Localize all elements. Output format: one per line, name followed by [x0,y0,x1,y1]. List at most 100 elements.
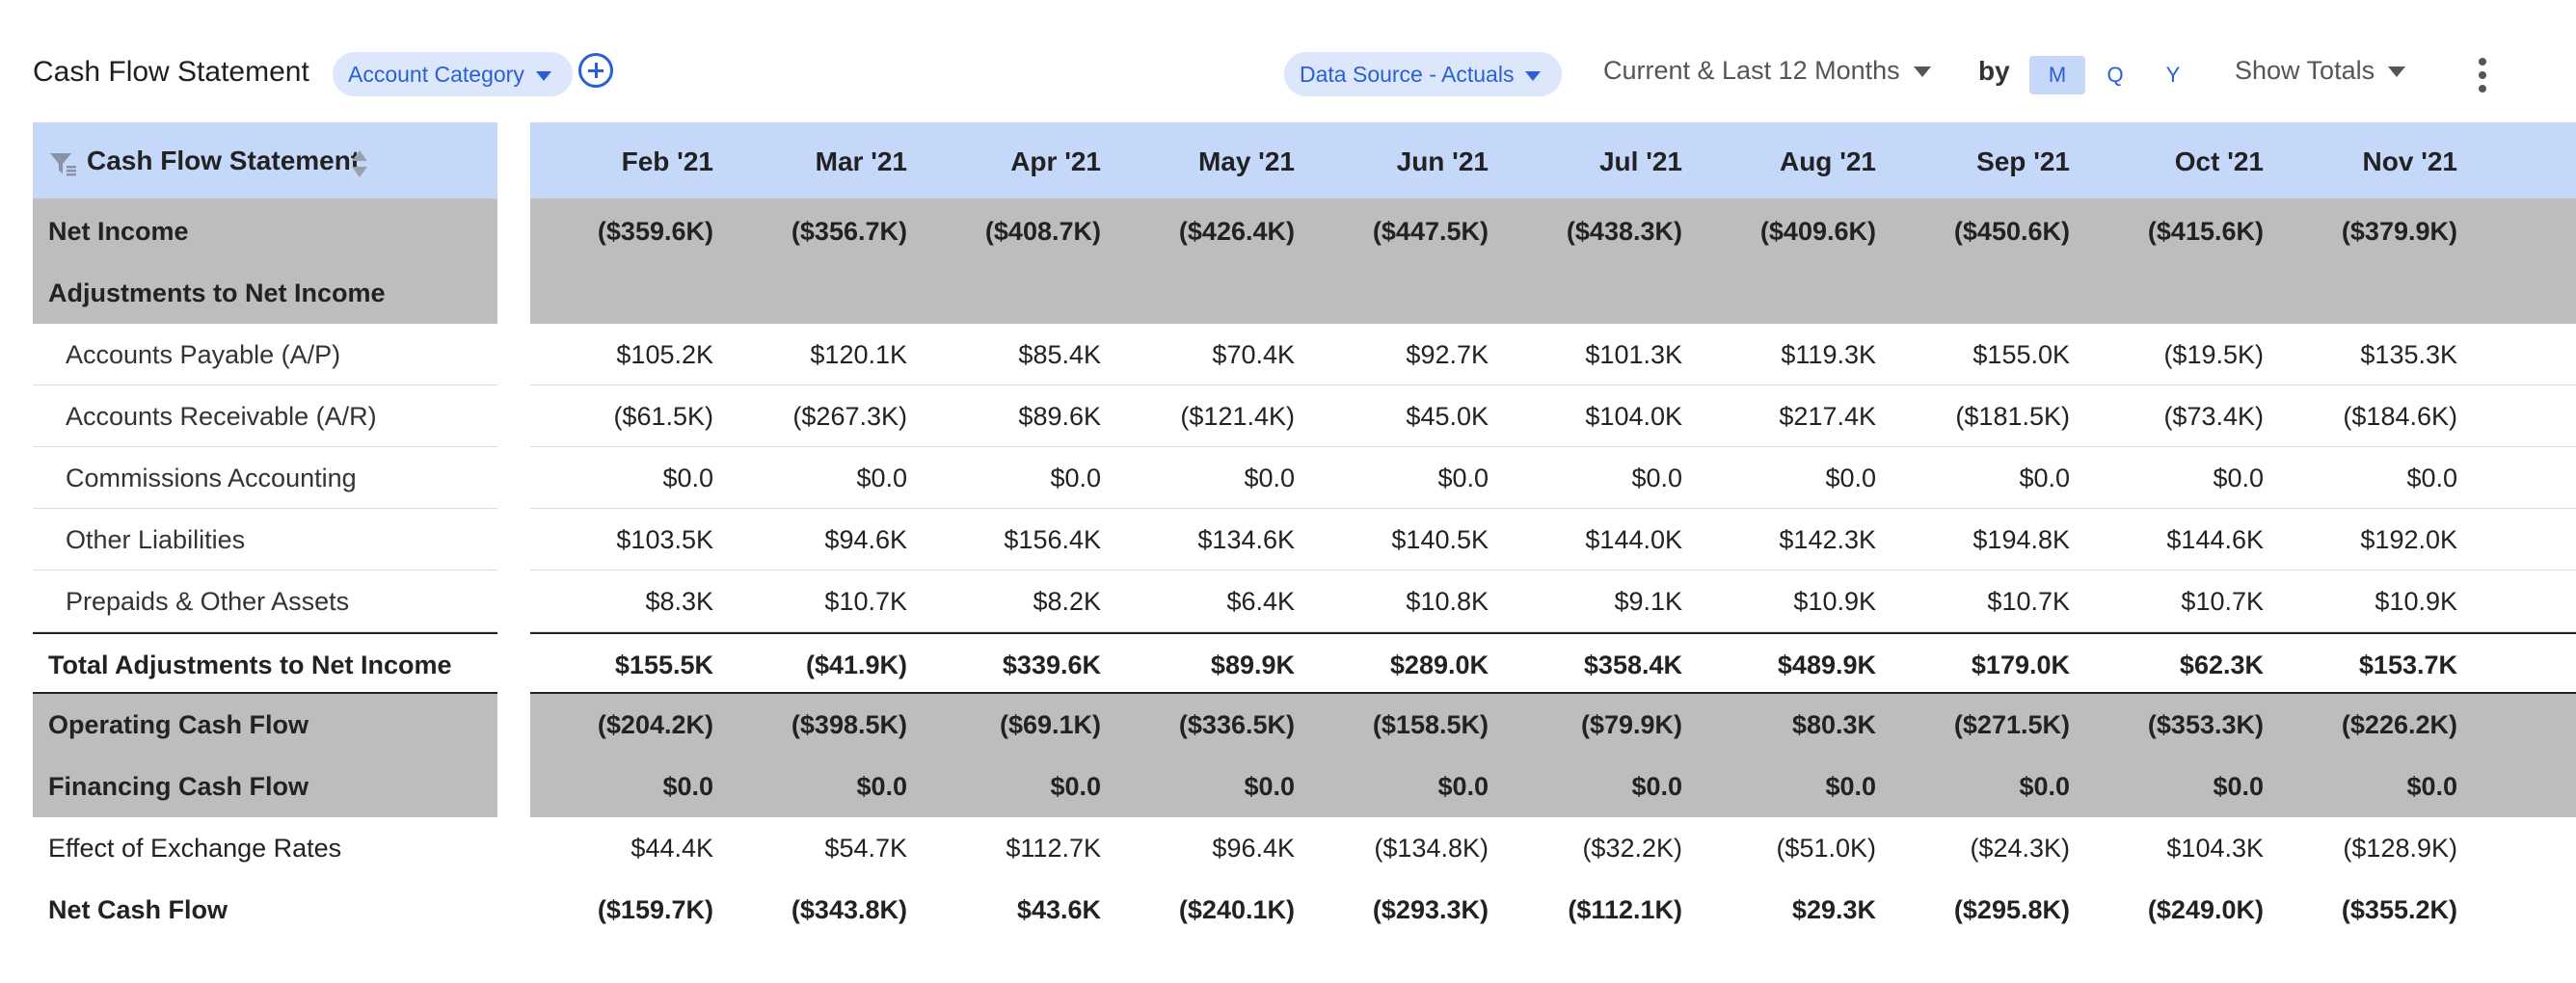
account-category-filter[interactable]: Account Category [333,52,573,96]
month-header[interactable]: Feb '21 [621,146,713,176]
value-cell[interactable]: $119.3K [1781,340,1876,369]
value-cell[interactable]: $0.0 [856,464,907,492]
value-cell[interactable]: $358.4K [1583,651,1682,679]
more-options-icon[interactable] [2476,58,2489,93]
value-cell[interactable]: $0.0 [1050,772,1101,801]
value-cell[interactable]: ($112.1K) [1568,895,1682,924]
value-cell[interactable]: $0.0 [2019,772,2070,801]
value-cell[interactable]: ($447.5K) [1372,217,1489,246]
value-cell[interactable]: $155.0K [1972,340,2070,369]
month-header[interactable]: Jun '21 [1396,146,1489,176]
value-cell[interactable]: ($415.6K) [2147,217,2264,246]
value-cell[interactable]: $104.0K [1585,402,1682,431]
row-label[interactable]: Total Adjustments to Net Income [33,632,497,694]
value-cell[interactable]: $217.4K [1779,402,1876,431]
value-cell[interactable]: $0.0 [2406,464,2457,492]
value-cell[interactable]: ($408.7K) [984,217,1101,246]
value-cell[interactable]: $140.5K [1391,525,1489,554]
value-cell[interactable]: $120.1K [810,340,907,369]
value-cell[interactable]: $80.3K [1791,710,1876,739]
value-cell[interactable]: $44.4K [631,834,713,863]
value-cell[interactable]: ($409.6K) [1759,217,1876,246]
row-label[interactable]: Adjustments to Net Income [33,262,497,324]
value-cell[interactable]: $9.1K [1614,587,1682,616]
value-cell[interactable]: $10.9K [1793,587,1876,616]
value-cell[interactable]: ($353.3K) [2147,710,2264,739]
value-cell[interactable]: $10.7K [2181,587,2264,616]
month-header[interactable]: Apr '21 [1010,146,1101,176]
value-cell[interactable]: ($271.5K) [1953,710,2070,739]
row-label[interactable]: Financing Cash Flow [33,756,497,817]
value-cell[interactable]: ($158.5K) [1372,710,1489,739]
value-cell[interactable]: ($121.4K) [1180,402,1295,431]
value-cell[interactable]: $0.0 [662,772,713,801]
value-cell[interactable]: ($41.9K) [805,651,907,679]
value-cell[interactable]: ($450.6K) [1953,217,2070,246]
value-cell[interactable]: $105.2K [616,340,713,369]
value-cell[interactable]: $54.7K [824,834,907,863]
value-cell[interactable]: $101.3K [1585,340,1682,369]
value-cell[interactable]: ($336.5K) [1178,710,1295,739]
value-cell[interactable]: ($240.1K) [1178,895,1295,924]
month-header[interactable]: Sep '21 [1976,146,2070,176]
value-cell[interactable]: $134.6K [1197,525,1295,554]
value-cell[interactable]: $0.0 [1437,772,1489,801]
month-header[interactable]: Nov '21 [2362,146,2457,176]
value-cell[interactable]: ($51.0K) [1776,834,1876,863]
data-source-dropdown[interactable]: Data Source - Actuals [1284,52,1563,96]
value-cell[interactable]: $6.4K [1226,587,1295,616]
value-cell[interactable]: ($356.7K) [791,217,907,246]
row-label[interactable]: Commissions Accounting [33,447,497,509]
value-cell[interactable]: ($24.3K) [1970,834,2070,863]
value-cell[interactable]: $10.7K [824,587,907,616]
value-cell[interactable]: $10.9K [2375,587,2457,616]
value-cell[interactable]: $289.0K [1389,651,1489,679]
sort-icon[interactable] [351,149,368,178]
value-cell[interactable]: $489.9K [1777,651,1876,679]
filter-icon[interactable] [48,149,77,178]
value-cell[interactable]: ($79.9K) [1580,710,1682,739]
period-dropdown[interactable]: Current & Last 12 Months [1603,56,1931,86]
value-cell[interactable]: ($293.3K) [1372,895,1489,924]
month-header[interactable]: May '21 [1197,146,1295,176]
value-cell[interactable]: $70.4K [1212,340,1295,369]
value-cell[interactable]: ($426.4K) [1178,217,1295,246]
value-cell[interactable]: ($19.5K) [2163,340,2264,369]
value-cell[interactable]: ($379.9K) [2341,217,2457,246]
row-label[interactable]: Prepaids & Other Assets [33,571,497,632]
row-label[interactable]: Effect of Exchange Rates [48,834,342,863]
value-cell[interactable]: $192.0K [2360,525,2457,554]
value-cell[interactable]: $29.3K [1791,895,1876,924]
value-cell[interactable]: $144.6K [2166,525,2264,554]
value-cell[interactable]: $156.4K [1004,525,1101,554]
value-cell[interactable]: $94.6K [824,525,907,554]
show-totals-dropdown[interactable]: Show Totals [2235,56,2406,86]
value-cell[interactable]: $194.8K [1972,525,2070,554]
value-cell[interactable]: $43.6K [1016,895,1101,924]
granularity-month-button[interactable]: M [2029,56,2085,94]
row-label[interactable]: Net Income [33,200,497,262]
value-cell[interactable]: $0.0 [1244,772,1295,801]
value-cell[interactable]: $0.0 [2213,772,2264,801]
value-cell[interactable]: $0.0 [662,464,713,492]
value-cell[interactable]: $89.6K [1018,402,1101,431]
value-cell[interactable]: ($226.2K) [2341,710,2457,739]
month-header[interactable]: Oct '21 [2174,146,2264,176]
month-header[interactable]: Jul '21 [1598,146,1682,176]
granularity-year-button[interactable]: Y [2165,63,2181,87]
value-cell[interactable]: $85.4K [1018,340,1101,369]
value-cell[interactable]: ($204.2K) [597,710,713,739]
row-label[interactable]: Accounts Receivable (A/R) [33,385,497,447]
row-label[interactable]: Net Cash Flow [48,895,228,924]
value-cell[interactable]: ($61.5K) [613,402,713,431]
row-label[interactable]: Operating Cash Flow [33,694,497,756]
value-cell[interactable]: $339.6K [1002,651,1101,679]
month-header[interactable]: Mar '21 [815,146,907,176]
value-cell[interactable]: $96.4K [1212,834,1295,863]
value-cell[interactable]: ($398.5K) [791,710,907,739]
value-cell[interactable]: ($32.2K) [1582,834,1682,863]
value-cell[interactable]: $0.0 [2406,772,2457,801]
value-cell[interactable]: $144.0K [1585,525,1682,554]
value-cell[interactable]: $135.3K [2360,340,2457,369]
value-cell[interactable]: $103.5K [616,525,713,554]
